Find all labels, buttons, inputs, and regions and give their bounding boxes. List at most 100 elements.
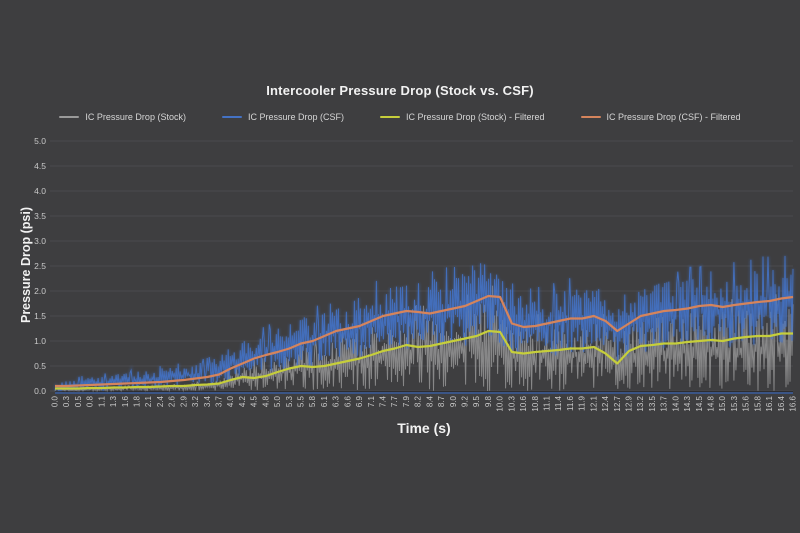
legend-item-0: IC Pressure Drop (Stock) <box>59 112 186 122</box>
x-tick-label: 9.0 <box>449 395 458 407</box>
x-tick-label: 3.4 <box>203 395 212 407</box>
x-tick-label: 0.0 <box>51 395 60 407</box>
y-tick-label: 0.5 <box>34 361 46 371</box>
series-lines <box>53 255 795 394</box>
y-tick-label: 3.0 <box>34 236 46 246</box>
x-tick-label: 1.8 <box>133 395 142 407</box>
x-tick-label: 8.2 <box>414 395 423 407</box>
series-raw-1 <box>54 255 794 392</box>
x-tick-label: 0.5 <box>74 395 83 407</box>
x-tick-label: 10.3 <box>507 395 516 411</box>
x-tick-label: 4.0 <box>226 395 235 407</box>
x-tick-label: 9.2 <box>461 395 470 407</box>
legend-label: IC Pressure Drop (CSF) - Filtered <box>606 112 741 122</box>
x-tick-label: 15.8 <box>753 395 762 411</box>
legend: IC Pressure Drop (Stock) IC Pressure Drop… <box>30 108 770 126</box>
x-tick-label: 1.3 <box>109 395 118 407</box>
legend-swatch-icon <box>580 116 601 118</box>
x-tick-label: 3.7 <box>215 395 224 407</box>
y-tick-label: 1.5 <box>34 311 46 321</box>
x-tick-label: 6.9 <box>355 395 364 407</box>
y-tick-label: 4.5 <box>34 161 46 171</box>
x-tick-label: 16.1 <box>765 395 774 411</box>
x-tick-label: 11.6 <box>566 395 575 411</box>
x-tick-label: 2.9 <box>179 395 188 407</box>
x-tick-label: 16.4 <box>777 395 786 411</box>
x-tick-label: 6.3 <box>332 395 341 407</box>
x-tick-label: 12.4 <box>601 395 610 411</box>
x-tick-label: 7.7 <box>390 395 399 407</box>
x-tick-label: 5.0 <box>273 395 282 407</box>
x-tick-label: 12.7 <box>613 395 622 411</box>
legend-item-2: IC Pressure Drop (Stock) - Filtered <box>379 112 545 122</box>
y-tick-label: 0.0 <box>34 386 46 396</box>
legend-item-3: IC Pressure Drop (CSF) - Filtered <box>580 112 741 122</box>
x-tick-label: 11.9 <box>578 395 587 411</box>
x-tick-label: 14.0 <box>671 395 680 411</box>
x-tick-label: 4.5 <box>250 395 259 407</box>
legend-item-1: IC Pressure Drop (CSF) <box>221 112 344 122</box>
x-tick-label: 12.1 <box>589 395 598 411</box>
x-tick-label: 16.6 <box>789 395 798 411</box>
x-tick-label: 8.7 <box>437 395 446 407</box>
y-axis-title: Pressure Drop (psi) <box>19 207 33 324</box>
x-tick-label: 1.1 <box>97 395 106 407</box>
x-tick-label: 2.6 <box>168 395 177 407</box>
x-tick-label: 4.8 <box>261 395 270 407</box>
y-tick-label: 5.0 <box>34 136 46 146</box>
legend-label: IC Pressure Drop (Stock) <box>85 112 186 122</box>
x-tick-label: 9.8 <box>484 395 493 407</box>
x-tick-label: 10.6 <box>519 395 528 411</box>
y-axis-tick-labels: 0.0 0.5 1.0 1.5 2.0 2.5 3.0 3.5 4.0 4.5 5.0 <box>34 136 46 396</box>
x-tick-label: 3.2 <box>191 395 200 407</box>
x-tick-label: 14.8 <box>707 395 716 411</box>
legend-label: IC Pressure Drop (CSF) <box>247 112 344 122</box>
x-tick-label: 14.5 <box>695 395 704 411</box>
y-tick-label: 3.5 <box>34 211 46 221</box>
x-tick-label: 13.7 <box>660 395 669 411</box>
x-axis-title: Time (s) <box>397 420 451 436</box>
x-tick-label: 15.3 <box>730 395 739 411</box>
series-filtered-3 <box>55 294 794 388</box>
y-tick-label: 1.0 <box>34 336 46 346</box>
legend-swatch-icon <box>221 116 242 118</box>
x-tick-label: 12.9 <box>625 395 634 411</box>
x-tick-label: 15.6 <box>742 395 751 411</box>
x-tick-label: 10.8 <box>531 395 540 411</box>
x-axis-tick-labels: 0.0 0.3 0.5 0.8 1.1 1.3 1.6 1.8 2.1 2.4 2.6 2.9 3.2 3… <box>51 395 798 411</box>
x-tick-label: 11.1 <box>543 395 552 411</box>
x-tick-label: 0.3 <box>62 395 71 407</box>
x-tick-label: 2.4 <box>156 395 165 407</box>
legend-swatch-icon <box>379 116 400 118</box>
x-tick-label: 13.2 <box>636 395 645 411</box>
x-tick-label: 5.5 <box>297 395 306 407</box>
x-tick-label: 5.8 <box>308 395 317 407</box>
x-tick-label: 7.4 <box>379 395 388 407</box>
x-tick-label: 11.4 <box>554 395 563 411</box>
x-tick-label: 13.5 <box>648 395 657 411</box>
x-tick-label: 14.3 <box>683 395 692 411</box>
x-tick-label: 6.6 <box>343 395 352 407</box>
x-tick-label: 2.1 <box>144 395 153 407</box>
x-tick-label: 10.0 <box>496 395 505 411</box>
x-tick-label: 9.5 <box>472 395 481 407</box>
x-tick-label: 4.2 <box>238 395 247 407</box>
series-filtered-2 <box>55 329 793 390</box>
chart-title: Intercooler Pressure Drop (Stock vs. CSF… <box>266 83 534 98</box>
gridlines <box>50 140 793 394</box>
x-tick-label: 7.9 <box>402 395 411 407</box>
x-tick-label: 7.1 <box>367 395 376 407</box>
x-tick-label: 15.0 <box>718 395 727 411</box>
x-tick-label: 8.4 <box>425 395 434 407</box>
x-tick-label: 1.6 <box>121 395 130 407</box>
legend-swatch-icon <box>59 116 80 118</box>
x-tick-label: 0.8 <box>86 395 95 407</box>
y-tick-label: 2.0 <box>34 286 46 296</box>
x-tick-label: 5.3 <box>285 395 294 407</box>
x-tick-label: 6.1 <box>320 395 329 407</box>
legend-label: IC Pressure Drop (Stock) - Filtered <box>405 112 545 122</box>
y-tick-label: 4.0 <box>34 186 46 196</box>
y-tick-label: 2.5 <box>34 261 46 271</box>
